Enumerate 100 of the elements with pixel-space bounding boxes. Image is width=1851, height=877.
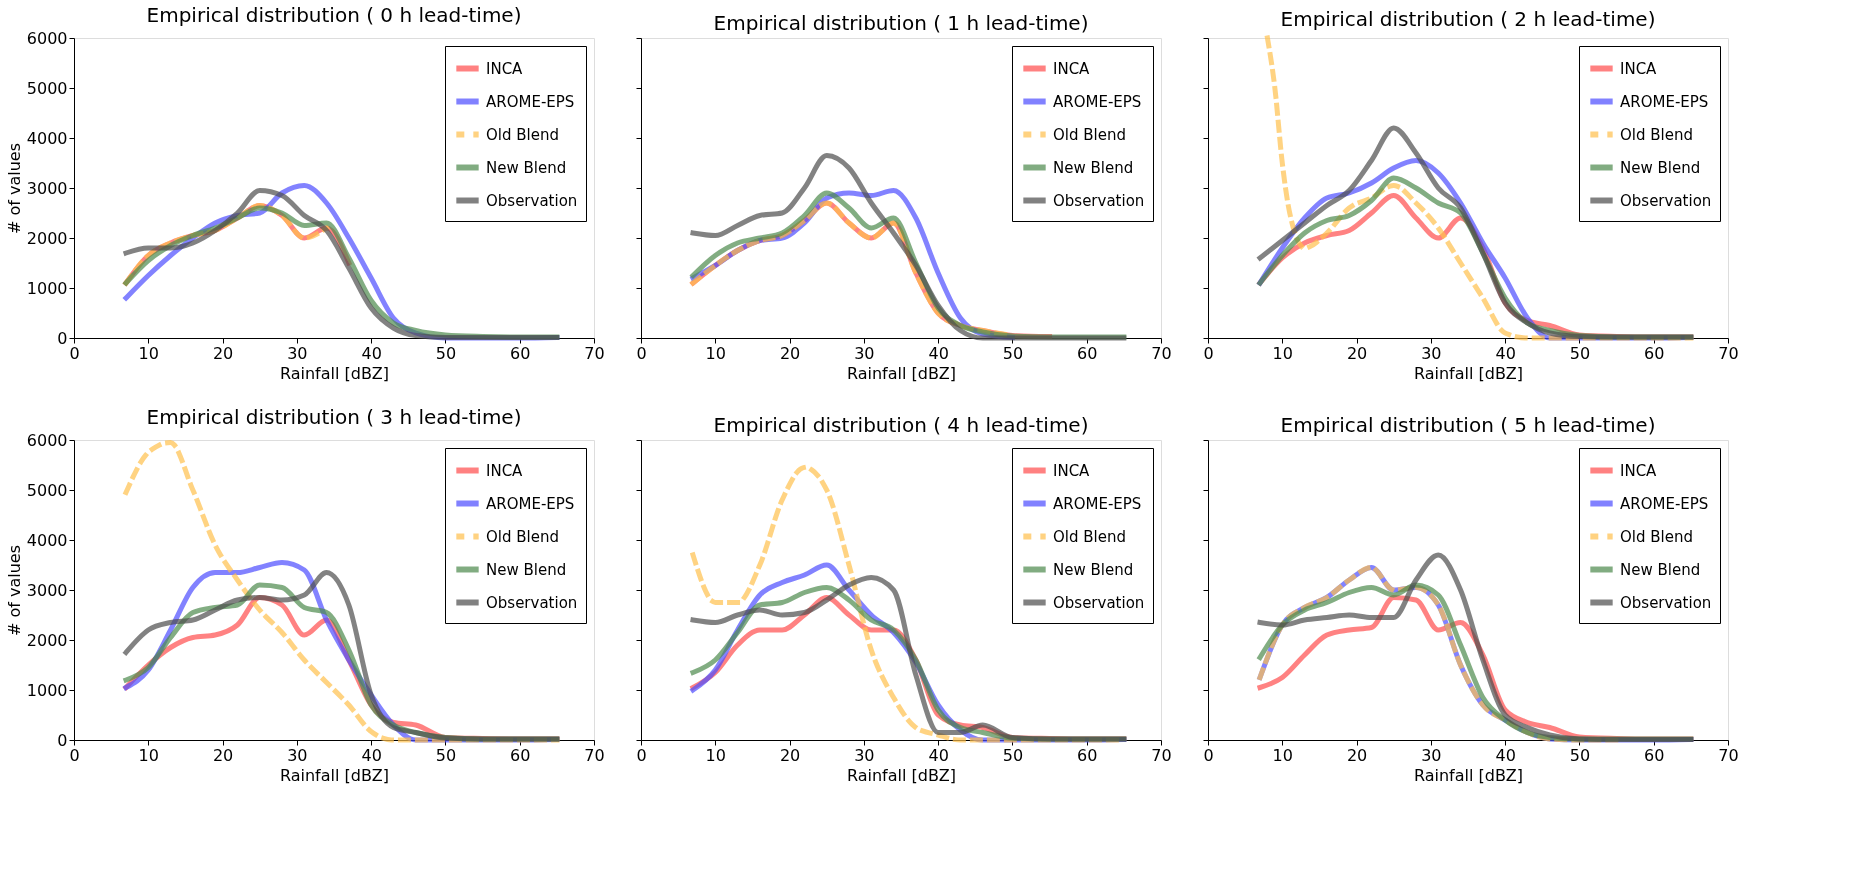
y-tick-label: 0 (57, 328, 68, 348)
x-tick-label: 60 (510, 745, 531, 765)
chart-title: Empirical distribution ( 2 h lead-time) (1280, 7, 1656, 32)
legend-label: INCA (486, 461, 524, 480)
x-tick-label: 40 (1495, 745, 1516, 765)
y-tick-label: 2000 (26, 630, 68, 650)
legend-label: AROME-EPS (486, 494, 575, 513)
x-tick-label: 70 (584, 343, 605, 363)
y-tick-label: 0 (57, 730, 68, 750)
x-axis-title: Rainfall [dBZ] (1413, 765, 1524, 785)
legend-label: New Blend (1620, 560, 1701, 579)
legend-label: Observation (1620, 191, 1712, 210)
chart-title: Empirical distribution ( 3 h lead-time) (146, 405, 522, 429)
y-tick-label: 1000 (26, 680, 68, 700)
legend-label: Old Blend (1053, 527, 1126, 546)
y-tick-label: 3000 (26, 178, 68, 198)
legend-label: Old Blend (1620, 125, 1693, 144)
legend-label: New Blend (1053, 158, 1134, 177)
chart-title: Empirical distribution ( 1 h lead-time) (713, 10, 1089, 35)
x-tick-label: 0 (636, 343, 647, 363)
y-tick-label: 5000 (26, 480, 68, 500)
x-tick-label: 40 (361, 745, 382, 765)
x-tick-label: 20 (1346, 343, 1368, 363)
x-tick-label: 70 (1151, 745, 1172, 765)
chart-title: Empirical distribution ( 4 h lead-time) (713, 412, 1089, 437)
x-tick-label: 10 (1272, 343, 1293, 363)
legend-label: Observation (1620, 593, 1712, 612)
x-tick-label: 40 (928, 745, 949, 765)
legend-label: New Blend (1620, 158, 1701, 177)
x-axis-title: Rainfall [dBZ] (279, 765, 390, 785)
x-tick-label: 50 (435, 745, 457, 765)
x-tick-label: 0 (636, 745, 647, 765)
legend-label: Observation (486, 593, 578, 612)
x-tick-label: 20 (779, 745, 801, 765)
x-tick-label: 40 (361, 343, 382, 363)
legend-label: INCA (1053, 59, 1091, 78)
x-tick-label: 30 (287, 343, 308, 363)
x-tick-label: 10 (1272, 745, 1293, 765)
y-tick-label: 4000 (26, 128, 68, 148)
legend-label: INCA (1620, 461, 1658, 480)
y-tick-label: 4000 (26, 530, 68, 550)
y-axis-title: # of values (4, 142, 24, 235)
x-tick-label: 10 (138, 745, 159, 765)
x-tick-label: 70 (1151, 343, 1172, 363)
legend-label: AROME-EPS (1053, 92, 1142, 111)
x-tick-label: 70 (584, 745, 605, 765)
chart-title: Empirical distribution ( 5 h lead-time) (1280, 412, 1656, 437)
x-tick-label: 30 (854, 343, 875, 363)
legend-label: New Blend (1053, 560, 1134, 579)
y-tick-label: 2000 (26, 228, 68, 248)
legend-label: AROME-EPS (486, 92, 575, 111)
x-tick-label: 0 (1203, 343, 1214, 363)
y-tick-label: 3000 (26, 580, 68, 600)
x-tick-label: 10 (138, 343, 159, 363)
y-tick-label: 1000 (26, 278, 68, 298)
legend-label: Observation (1053, 593, 1145, 612)
x-tick-label: 60 (1644, 343, 1665, 363)
legend-label: INCA (1053, 461, 1091, 480)
legend-label: New Blend (486, 158, 567, 177)
x-axis-title: Rainfall [dBZ] (846, 363, 957, 383)
legend-label: Old Blend (1620, 527, 1693, 546)
legend-label: Old Blend (1053, 125, 1126, 144)
x-tick-label: 30 (854, 745, 875, 765)
legend-label: AROME-EPS (1053, 494, 1142, 513)
legend-label: Observation (1053, 191, 1145, 210)
x-tick-label: 20 (1346, 745, 1368, 765)
x-tick-label: 60 (1077, 343, 1098, 363)
y-tick-label: 6000 (26, 28, 68, 48)
x-tick-label: 70 (1718, 745, 1739, 765)
x-tick-label: 30 (287, 745, 308, 765)
x-tick-label: 20 (212, 745, 234, 765)
x-tick-label: 10 (705, 343, 726, 363)
x-tick-label: 40 (928, 343, 949, 363)
legend-label: Observation (486, 191, 578, 210)
x-tick-label: 60 (510, 343, 531, 363)
legend-label: New Blend (486, 560, 567, 579)
legend-label: Old Blend (486, 527, 559, 546)
x-tick-label: 50 (1569, 343, 1591, 363)
legend-label: INCA (1620, 59, 1658, 78)
x-axis-title: Rainfall [dBZ] (1413, 363, 1524, 383)
x-tick-label: 70 (1718, 343, 1739, 363)
x-tick-label: 20 (212, 343, 234, 363)
x-tick-label: 60 (1077, 745, 1098, 765)
x-tick-label: 0 (1203, 745, 1214, 765)
x-axis-title: Rainfall [dBZ] (846, 765, 957, 785)
legend-label: AROME-EPS (1620, 92, 1709, 111)
legend-label: AROME-EPS (1620, 494, 1709, 513)
y-tick-label: 5000 (26, 78, 68, 98)
legend-label: INCA (486, 59, 524, 78)
x-tick-label: 30 (1421, 343, 1442, 363)
x-tick-label: 40 (1495, 343, 1516, 363)
x-tick-label: 50 (435, 343, 457, 363)
x-tick-label: 30 (1421, 745, 1442, 765)
legend-label: Old Blend (486, 125, 559, 144)
x-axis-title: Rainfall [dBZ] (279, 363, 390, 383)
chart-title: Empirical distribution ( 0 h lead-time) (146, 3, 522, 27)
x-tick-label: 50 (1002, 745, 1024, 765)
x-tick-label: 10 (705, 745, 726, 765)
x-tick-label: 60 (1644, 745, 1665, 765)
y-tick-label: 6000 (26, 430, 68, 450)
